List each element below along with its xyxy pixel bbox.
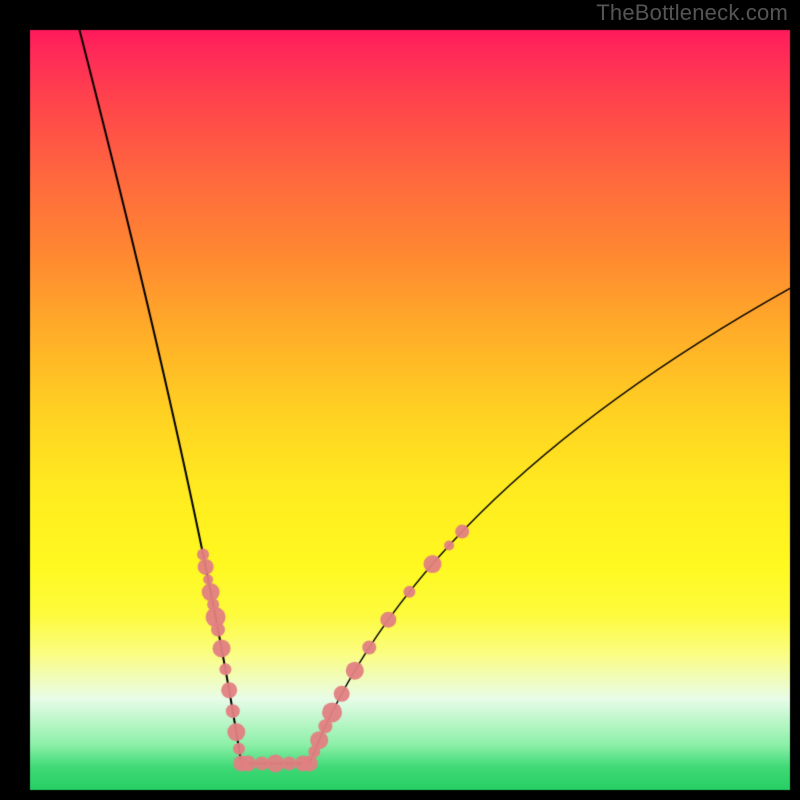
bottleneck-chart (0, 0, 800, 800)
